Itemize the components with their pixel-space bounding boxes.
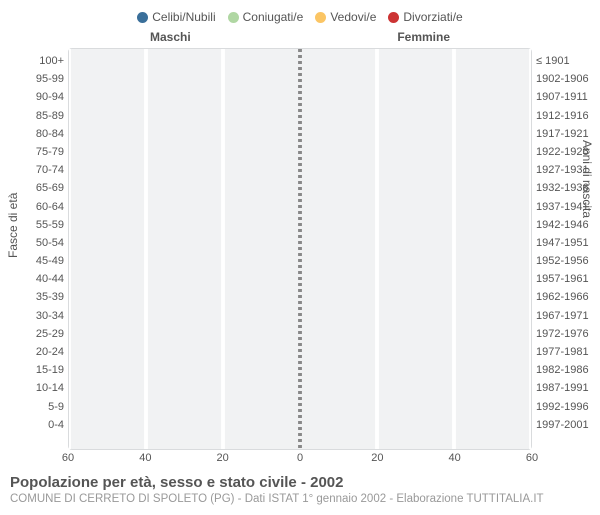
- pyramid-row: [69, 89, 531, 107]
- y-axis-birth-labels: ≤ 19011902-19061907-19111912-19161917-19…: [536, 52, 600, 434]
- birth-label: 1977-1981: [536, 343, 600, 361]
- pyramid-row: [69, 180, 531, 198]
- pyramid-row: [69, 271, 531, 289]
- birth-label: 1997-2001: [536, 416, 600, 434]
- birth-label: 1947-1951: [536, 234, 600, 252]
- age-label: 30-34: [0, 307, 64, 325]
- birth-label: 1922-1926: [536, 143, 600, 161]
- legend-item: Celibi/Nubili: [137, 10, 215, 24]
- pyramid-row: [69, 71, 531, 89]
- chart-subtitle: COMUNE DI CERRETO DI SPOLETO (PG) - Dati…: [10, 493, 590, 505]
- pyramid-row: [69, 417, 531, 435]
- pyramid-row: [69, 399, 531, 417]
- age-label: 20-24: [0, 343, 64, 361]
- birth-label: 1972-1976: [536, 325, 600, 343]
- birth-label: 1987-1991: [536, 379, 600, 397]
- age-label: 50-54: [0, 234, 64, 252]
- birth-label: ≤ 1901: [536, 52, 600, 70]
- birth-label: 1917-1921: [536, 125, 600, 143]
- x-tick: 60: [526, 452, 538, 464]
- y-axis-age-labels: 100+95-9990-9485-8980-8475-7970-7465-696…: [0, 52, 64, 434]
- legend-swatch: [388, 12, 399, 23]
- age-label: 55-59: [0, 216, 64, 234]
- birth-label: 1927-1931: [536, 161, 600, 179]
- birth-label: 1962-1966: [536, 288, 600, 306]
- age-label: 10-14: [0, 379, 64, 397]
- pyramid-row: [69, 217, 531, 235]
- pyramid-row: [69, 108, 531, 126]
- birth-label: 1937-1941: [536, 198, 600, 216]
- legend-swatch: [315, 12, 326, 23]
- chart-footer: Popolazione per età, sesso e stato civil…: [0, 466, 600, 515]
- legend-swatch: [228, 12, 239, 23]
- age-label: 85-89: [0, 107, 64, 125]
- legend: Celibi/Nubili Coniugati/e Vedovi/e Divorzia…: [0, 10, 600, 24]
- age-label: 35-39: [0, 288, 64, 306]
- x-tick: 40: [449, 452, 461, 464]
- age-label: 65-69: [0, 179, 64, 197]
- pyramid-row: [69, 53, 531, 71]
- age-label: 95-99: [0, 70, 64, 88]
- age-label: 5-9: [0, 398, 64, 416]
- x-axis-ticks: 6040200204060: [68, 452, 532, 466]
- x-tick: 20: [371, 452, 383, 464]
- pyramid-row: [69, 235, 531, 253]
- pyramid-row: [69, 326, 531, 344]
- age-label: 75-79: [0, 143, 64, 161]
- age-label: 25-29: [0, 325, 64, 343]
- birth-label: 1942-1946: [536, 216, 600, 234]
- plot-area: [68, 48, 532, 450]
- header-female: Femmine: [397, 30, 450, 44]
- pyramid-row: [69, 144, 531, 162]
- birth-label: 1992-1996: [536, 398, 600, 416]
- legend-item: Divorziati/e: [388, 10, 462, 24]
- pyramid-row: [69, 380, 531, 398]
- birth-label: 1932-1936: [536, 179, 600, 197]
- birth-label: 1967-1971: [536, 307, 600, 325]
- pyramid-row: [69, 289, 531, 307]
- birth-label: 1957-1961: [536, 270, 600, 288]
- legend-label: Divorziati/e: [403, 10, 462, 24]
- pyramid-row: [69, 253, 531, 271]
- birth-label: 1907-1911: [536, 88, 600, 106]
- x-tick: 60: [62, 452, 74, 464]
- pyramid-row: [69, 344, 531, 362]
- x-tick: 0: [297, 452, 303, 464]
- legend-swatch: [137, 12, 148, 23]
- bar-rows: [69, 49, 531, 435]
- x-tick: 40: [139, 452, 151, 464]
- age-label: 70-74: [0, 161, 64, 179]
- legend-label: Celibi/Nubili: [152, 10, 215, 24]
- age-label: 0-4: [0, 416, 64, 434]
- age-label: 90-94: [0, 88, 64, 106]
- age-label: 80-84: [0, 125, 64, 143]
- x-tick: 20: [217, 452, 229, 464]
- legend-item: Coniugati/e: [228, 10, 304, 24]
- age-label: 40-44: [0, 270, 64, 288]
- pyramid-row: [69, 162, 531, 180]
- pyramid-row: [69, 199, 531, 217]
- age-label: 60-64: [0, 198, 64, 216]
- legend-label: Vedovi/e: [330, 10, 376, 24]
- header-male: Maschi: [150, 30, 191, 44]
- gender-headers: Maschi Femmine: [0, 30, 600, 46]
- birth-label: 1912-1916: [536, 107, 600, 125]
- population-pyramid-chart: Celibi/Nubili Coniugati/e Vedovi/e Divorzia…: [0, 0, 600, 515]
- pyramid-row: [69, 362, 531, 380]
- age-label: 15-19: [0, 361, 64, 379]
- pyramid-row: [69, 126, 531, 144]
- pyramid-row: [69, 308, 531, 326]
- birth-label: 1982-1986: [536, 361, 600, 379]
- chart-title: Popolazione per età, sesso e stato civil…: [10, 474, 590, 491]
- age-label: 100+: [0, 52, 64, 70]
- age-label: 45-49: [0, 252, 64, 270]
- legend-label: Coniugati/e: [243, 10, 304, 24]
- birth-label: 1902-1906: [536, 70, 600, 88]
- legend-item: Vedovi/e: [315, 10, 376, 24]
- birth-label: 1952-1956: [536, 252, 600, 270]
